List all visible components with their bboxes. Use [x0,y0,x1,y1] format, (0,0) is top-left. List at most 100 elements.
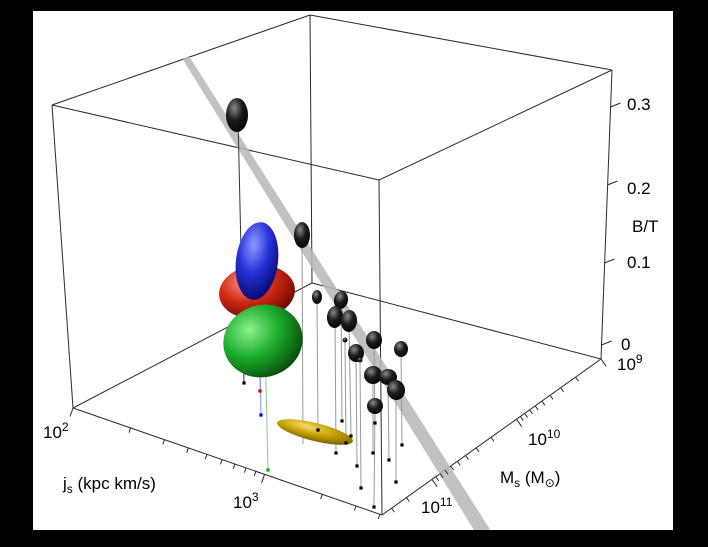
minor-tick [204,454,208,460]
axis-label: js (kpc km/s) [62,474,156,496]
box-edge [51,104,380,181]
data-ellipsoid-black [366,331,382,349]
box-edge [309,14,613,71]
axis-label: 102 [43,420,69,442]
stem-floor-marker [394,480,398,484]
data-ellipsoid-black [394,341,408,357]
major-tick [516,418,523,427]
minor-tick [162,439,165,445]
minor-tick [450,465,454,471]
box-edge [378,179,383,516]
axis-label: Ms (M⊙) [500,468,560,490]
minor-tick [320,494,323,500]
label-text: 10 [421,498,440,517]
stem-floor-marker [316,428,320,432]
label-text: 10 [43,423,62,442]
label-text: 0.2 [627,179,651,198]
minor-tick [128,427,132,433]
plot-scene [51,14,621,530]
minor-tick [575,376,579,382]
stem-floor-marker [373,421,377,425]
label-text: 10 [528,430,547,449]
minor-tick [444,469,449,475]
data-ellipsoid-black [294,222,310,248]
label-text: j [62,474,67,493]
minor-tick [439,473,444,478]
axis-label: 103 [233,490,259,512]
stem-line [355,353,358,467]
subscript: s [514,476,520,490]
stem-floor-marker [258,389,262,393]
major-tick [69,407,74,417]
data-ellipsoid-black [364,366,382,384]
minor-tick [560,387,564,393]
label-text: 10 [233,493,252,512]
major-tick [261,474,266,484]
subscript: ⊙ [545,476,555,490]
minor-tick [186,447,189,453]
box-edge [600,69,613,360]
label-text: 10 [617,355,636,374]
stem-line [344,340,347,444]
data-points-black [226,98,408,414]
minor-tick [475,447,480,453]
minor-tick [456,461,461,466]
axis-label: 109 [617,352,643,374]
minor-tick [435,476,440,482]
label-text: 0.1 [627,253,651,272]
trend-band [182,55,490,530]
stem-floor-marker [355,464,359,468]
axis-label: 0 [621,335,630,354]
plot-area [33,11,673,530]
stem-line [316,297,319,431]
label-text: ) [555,468,561,487]
box-edge [72,407,383,516]
superscript: 11 [440,495,453,509]
minor-tick [406,497,410,502]
stem-floor-marker [372,505,376,509]
major-tick [607,180,618,186]
data-ellipsoid-black [386,380,406,400]
data-ellipsoid-black [326,306,344,328]
data-ellipsoid-black [342,337,348,343]
label-text: B/T [632,217,658,236]
label-text: (kpc km/s) [73,474,156,493]
subscript: s [67,482,73,496]
data-ellipsoid-black [312,290,322,304]
stem-floor-marker [344,441,348,445]
major-tick [600,358,607,367]
axis-label: 0.1 [627,253,651,272]
box-edge [378,69,613,181]
box-edge [381,358,602,516]
stem-floor-marker [266,468,270,472]
axis-label: 0.3 [627,95,651,114]
minor-tick [529,409,533,415]
stem-floor-marker [371,451,375,455]
stem-line [359,360,362,489]
data-ellipsoid-black [333,291,349,309]
superscript: 2 [62,420,69,434]
axis-ticks [69,102,621,520]
label-text: M [500,468,514,487]
stem-floor-marker [242,381,246,385]
data-ellipsoid-black [226,98,248,132]
box-edge [309,14,313,284]
stem-floor-marker [349,434,353,438]
label-text: (M [520,468,545,487]
minor-tick [377,514,381,520]
minor-tick [391,507,395,513]
box-edge [51,14,311,106]
minor-tick [232,463,236,469]
data-ellipsoid-black [340,310,358,332]
minor-tick [353,505,357,511]
data-ellipsoid-blue [235,222,279,300]
minor-tick [534,405,539,411]
box-edge [51,104,74,409]
superscript: 3 [252,490,259,504]
axis-label: 1010 [528,427,561,449]
major-tick [604,258,615,264]
minor-tick [253,471,257,477]
